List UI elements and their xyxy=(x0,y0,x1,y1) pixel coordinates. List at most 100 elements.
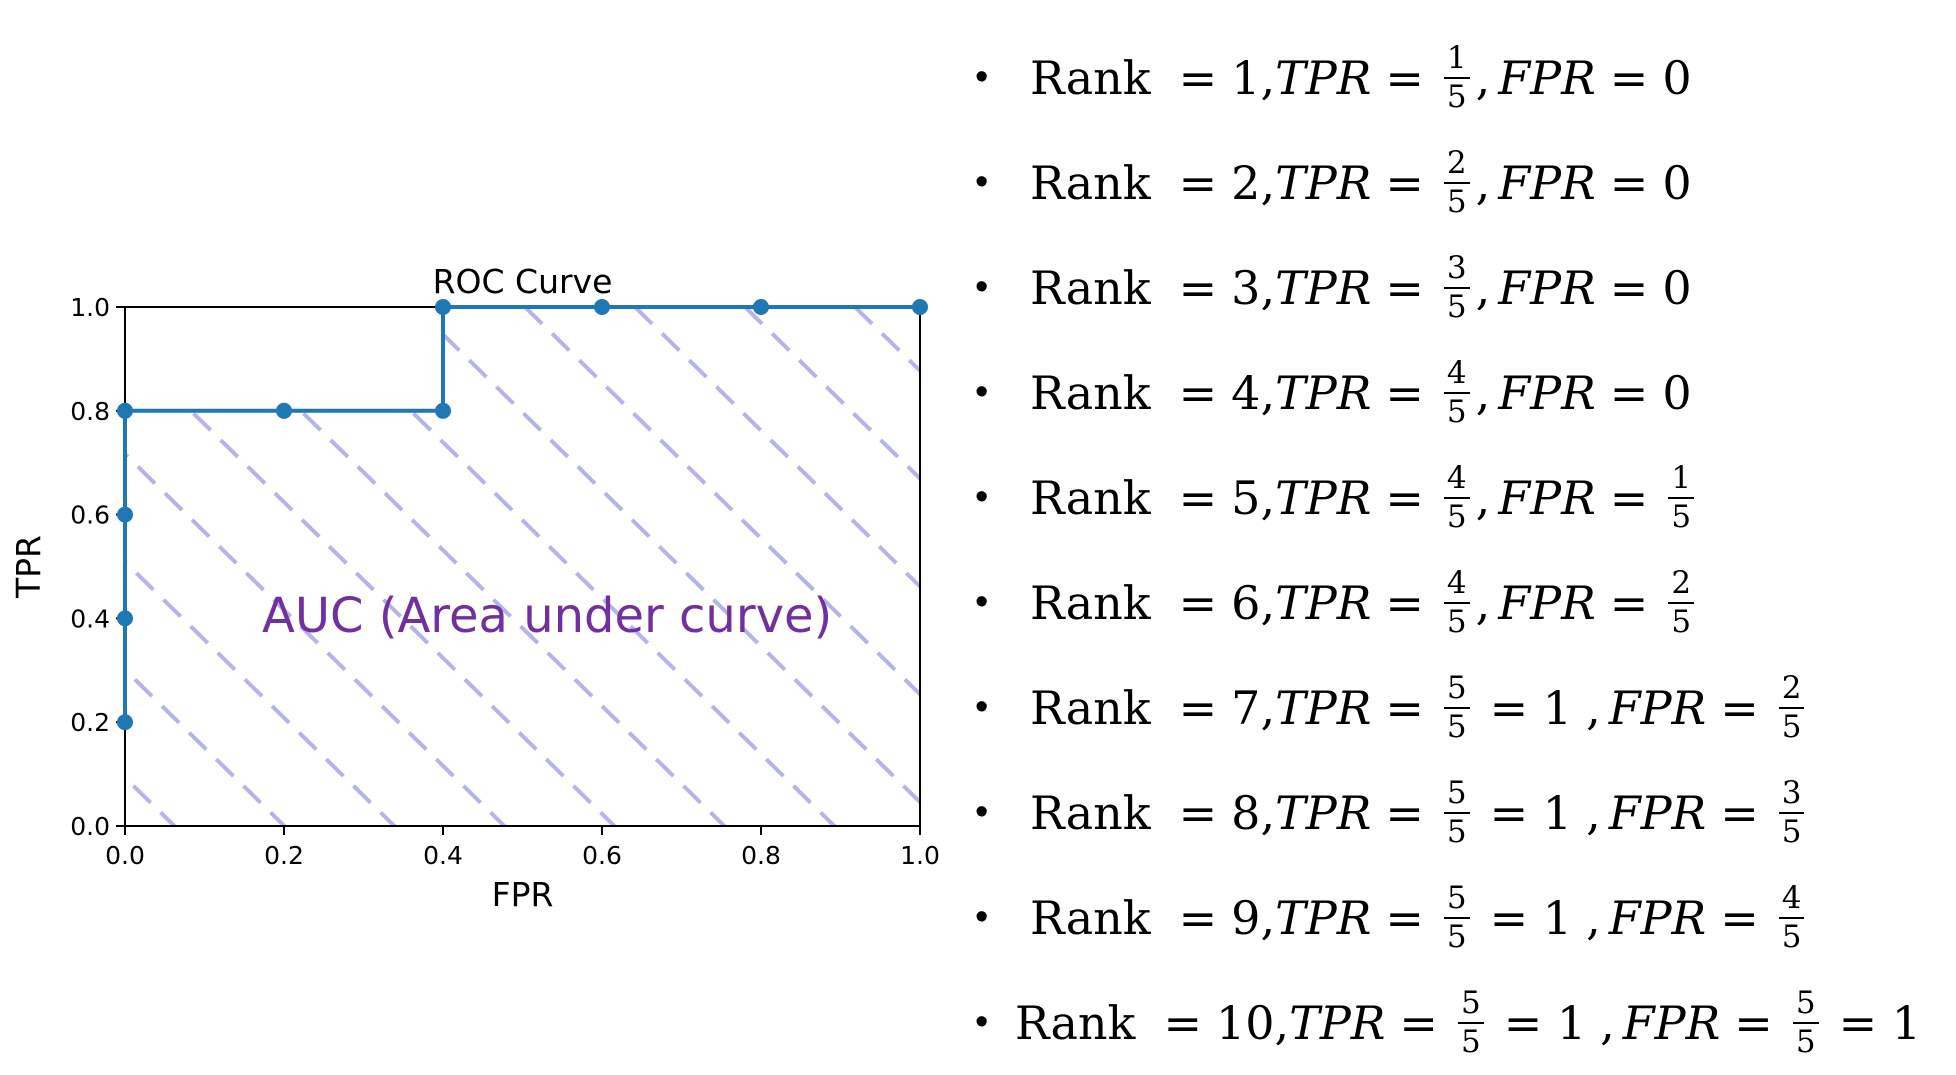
fraction-denominator: 5 xyxy=(1446,183,1467,220)
fraction-numerator: 1 xyxy=(1668,462,1695,499)
hatch-line xyxy=(853,307,920,826)
roc-point xyxy=(435,402,451,419)
roc-point xyxy=(753,299,769,315)
y-tick-label: 0.4 xyxy=(70,604,110,633)
x-tick-label: 0.4 xyxy=(423,841,463,870)
hatch-line xyxy=(125,307,537,826)
fraction-denominator: 5 xyxy=(1446,708,1467,745)
rank-item: • Rank = 10, TPR = 5 5 = 1, FPR = 5 5 = 1 xyxy=(975,970,1935,1075)
comma: , xyxy=(1475,365,1491,420)
equals-sign: = xyxy=(1609,575,1649,630)
equals-sign: = xyxy=(1178,575,1218,630)
tpr-simplified: = 1 xyxy=(1489,785,1573,840)
bullet-icon: • xyxy=(975,56,989,98)
fpr-variable: FPR xyxy=(1498,365,1596,420)
rank-item: • Rank = 7, TPR = 5 5 = 1, FPR = 2 5 xyxy=(975,655,1935,760)
tpr-simplified: = 1 xyxy=(1489,680,1573,735)
comma: , xyxy=(1600,995,1615,1050)
rank-number: 1, xyxy=(1231,50,1276,105)
roc-point xyxy=(594,299,610,315)
equals-sign: = xyxy=(1385,890,1424,945)
rank-item: • Rank = 5, TPR = 4 5, FPR = 1 5 xyxy=(975,445,1935,550)
auc-annotation: AUC (Area under curve) xyxy=(262,588,832,644)
fraction-numerator: 3 xyxy=(1443,252,1470,289)
fpr-variable: FPR xyxy=(1498,470,1596,525)
equals-sign: = xyxy=(1720,890,1759,945)
bullet-icon: • xyxy=(975,1001,989,1043)
equals-sign: = xyxy=(1609,50,1649,105)
fraction-numerator: 5 xyxy=(1792,987,1819,1024)
equals-sign: = xyxy=(1385,575,1424,630)
tpr-variable: TPR xyxy=(1275,890,1372,945)
tpr-simplified: = 1 xyxy=(1489,890,1573,945)
rank-item: • Rank = 2, TPR = 2 5, FPR = 0 xyxy=(975,130,1935,235)
fraction-numerator: 4 xyxy=(1443,567,1470,604)
tpr-variable: TPR xyxy=(1289,995,1386,1050)
hatch-line xyxy=(303,307,867,826)
fpr-value: 0 xyxy=(1662,260,1692,315)
equals-sign: = xyxy=(1385,680,1424,735)
rank-number: 2, xyxy=(1231,155,1276,210)
tpr-variable: TPR xyxy=(1275,680,1372,735)
rank-item: • Rank = 4, TPR = 4 5, FPR = 0 xyxy=(975,340,1935,445)
fraction-denominator: 5 xyxy=(1446,603,1467,640)
comma: , xyxy=(1586,890,1601,945)
roc-point xyxy=(117,402,133,419)
fraction-numerator: 5 xyxy=(1443,672,1470,709)
equals-sign: = xyxy=(1609,470,1649,525)
axis-ticks: 0.0 0.2 0.4 0.6 0.8 1.0 0.0 0.2 0.4 0.6 0.8 1.0 xyxy=(70,293,940,870)
equals-sign: = xyxy=(1178,365,1218,420)
bullet-icon: • xyxy=(975,371,989,413)
fraction-numerator: 3 xyxy=(1778,777,1805,814)
roc-series xyxy=(117,299,928,731)
hatch-line xyxy=(413,307,920,826)
roc-point xyxy=(912,299,928,315)
x-tick-label: 0.8 xyxy=(741,841,781,870)
tpr-variable: TPR xyxy=(1275,575,1372,630)
equals-sign: = xyxy=(1385,260,1424,315)
fpr-value: 0 xyxy=(1662,50,1692,105)
equals-sign: = xyxy=(1178,470,1218,525)
y-tick-label: 0.6 xyxy=(70,501,110,530)
tpr-variable: TPR xyxy=(1275,470,1372,525)
equals-sign: = xyxy=(1178,50,1218,105)
equals-sign: = xyxy=(1385,155,1424,210)
roc-chart: 0.0 0.2 0.4 0.6 0.8 1.0 0.0 0.2 0.4 0.6 0.8 1.0 ROC… xyxy=(0,240,960,940)
fraction-denominator: 5 xyxy=(1781,708,1802,745)
rank-word: Rank xyxy=(1030,785,1151,840)
equals-sign: = xyxy=(1178,890,1218,945)
roc-point xyxy=(117,506,133,523)
plot-frame xyxy=(124,306,921,827)
x-tick-label: 0.0 xyxy=(105,841,145,870)
fraction-denominator: 5 xyxy=(1446,78,1467,115)
tpr-variable: TPR xyxy=(1275,155,1372,210)
fpr-variable: FPR xyxy=(1498,50,1596,105)
fraction-denominator: 5 xyxy=(1671,498,1692,535)
fraction-numerator: 4 xyxy=(1443,462,1470,499)
equals-sign: = xyxy=(1720,785,1759,840)
fraction-numerator: 5 xyxy=(1443,777,1470,814)
fpr-variable: FPR xyxy=(1498,575,1596,630)
equals-sign: = xyxy=(1163,995,1202,1050)
rank-number: 6, xyxy=(1231,575,1276,630)
fpr-variable: FPR xyxy=(1622,995,1721,1050)
fraction-numerator: 1 xyxy=(1443,42,1470,79)
bullet-icon: • xyxy=(975,791,989,833)
equals-sign: = xyxy=(1178,155,1218,210)
fpr-variable: FPR xyxy=(1608,785,1707,840)
rank-number: 4, xyxy=(1231,365,1276,420)
rank-number: 5, xyxy=(1231,470,1276,525)
fraction-denominator: 5 xyxy=(1446,918,1467,955)
fraction-denominator: 5 xyxy=(1446,288,1467,325)
fpr-simplified: = 1 xyxy=(1838,995,1921,1050)
fraction-denominator: 5 xyxy=(1795,1023,1816,1060)
hatch-line xyxy=(743,307,920,826)
hatch-line xyxy=(633,307,920,826)
